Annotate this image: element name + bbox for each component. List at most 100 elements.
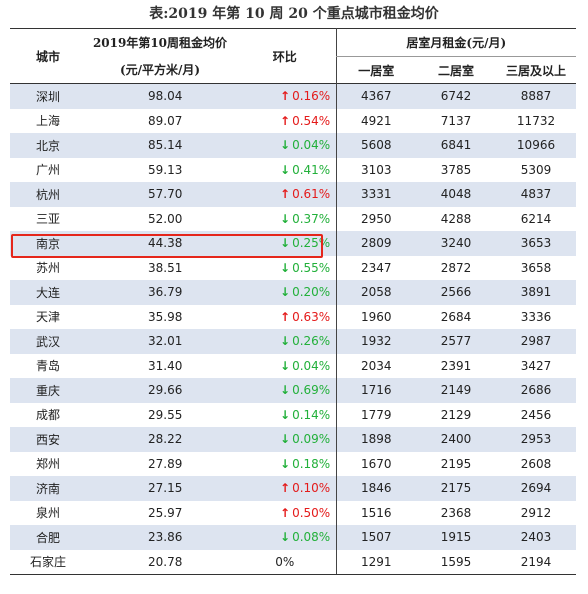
city-cell: 武汉 (10, 329, 86, 354)
rent-1-cell: 1779 (335, 402, 416, 427)
rent-2-cell: 6742 (416, 83, 496, 109)
rent-3-cell: 3891 (496, 280, 577, 305)
rent-3-cell: 2194 (496, 549, 577, 575)
change-cell: ↓ 0.20% (234, 280, 336, 305)
rent-1-cell: 4367 (335, 83, 416, 109)
price-cell: 25.97 (86, 500, 234, 525)
rent-3-cell: 11732 (496, 108, 577, 133)
city-cell: 广州 (10, 157, 86, 182)
table-row: 北京 85.14 ↓ 0.04% 5608 6841 10966 (10, 133, 577, 158)
rent-2-cell: 3240 (416, 231, 496, 256)
rent-1-cell: 5608 (335, 133, 416, 158)
table-row: 苏州 38.51 ↓ 0.55% 2347 2872 3658 (10, 255, 577, 280)
rent-1-cell: 1898 (335, 427, 416, 452)
rent-2-cell: 2368 (416, 500, 496, 525)
change-value: 0.25% (292, 236, 331, 251)
rent-2-cell: 2129 (416, 402, 496, 427)
rent-1-cell: 1291 (335, 549, 416, 575)
price-cell: 32.01 (86, 329, 234, 354)
header-city: 城市 (35, 49, 60, 64)
price-cell: 85.14 (86, 133, 234, 158)
change-value: 0.41% (292, 162, 331, 177)
city-cell: 深圳 (10, 83, 86, 109)
change-value: 0.26% (292, 334, 331, 349)
table-row: 武汉 32.01 ↓ 0.26% 1932 2577 2987 (10, 329, 577, 354)
rent-2-cell: 1595 (416, 549, 496, 575)
change-cell: ↑ 0.54% (234, 108, 336, 133)
rent-1-cell: 2950 (335, 206, 416, 231)
rent-2-cell: 2149 (416, 378, 496, 403)
rent-3-cell: 2912 (496, 500, 577, 525)
rent-1-cell: 3103 (335, 157, 416, 182)
table-row: 重庆 29.66 ↓ 0.69% 1716 2149 2686 (10, 378, 577, 403)
city-cell: 成都 (10, 402, 86, 427)
table-row: 三亚 52.00 ↓ 0.37% 2950 4288 6214 (10, 206, 577, 231)
change-cell: ↓ 0.26% (234, 329, 336, 354)
price-cell: 31.40 (86, 353, 234, 378)
change-value: 0.04% (292, 358, 331, 373)
arrow-down-icon: ↓ (280, 236, 291, 251)
change-cell: ↑ 0.10% (234, 476, 336, 501)
header-rent-1: 一居室 (335, 56, 416, 84)
rent-3-cell: 8887 (496, 83, 577, 109)
header-rent-3: 三居及以上 (506, 63, 567, 78)
change-value: 0.20% (292, 285, 331, 300)
price-cell: 23.86 (86, 525, 234, 550)
rent-1-cell: 3331 (335, 182, 416, 207)
rent-3-cell: 2953 (496, 427, 577, 452)
city-cell: 泉州 (10, 500, 86, 525)
table-row: 石家庄 20.78 0% 1291 1595 2194 (10, 549, 577, 575)
rent-2-cell: 1915 (416, 525, 496, 550)
change-cell: ↓ 0.04% (234, 133, 336, 158)
arrow-up-icon: ↑ (280, 113, 291, 128)
header-price-line1: 2019年第10周租金均价 (92, 36, 228, 51)
rent-3-cell: 2694 (496, 476, 577, 501)
change-value: 0.14% (292, 407, 331, 422)
rent-3-cell: 3336 (496, 304, 577, 329)
arrow-down-icon: ↓ (280, 211, 291, 226)
change-cell: 0% (234, 549, 336, 575)
table-row: 上海 89.07 ↑ 0.54% 4921 7137 11732 (10, 108, 577, 133)
rent-1-cell: 2809 (335, 231, 416, 256)
rent-3-cell: 2456 (496, 402, 577, 427)
arrow-down-icon: ↓ (280, 358, 291, 373)
arrow-down-icon: ↓ (280, 285, 291, 300)
rent-3-cell: 3427 (496, 353, 577, 378)
rent-3-cell: 2987 (496, 329, 577, 354)
rent-2-cell: 4288 (416, 206, 496, 231)
arrow-down-icon: ↓ (280, 432, 291, 447)
table-row: 天津 35.98 ↑ 0.63% 1960 2684 3336 (10, 304, 577, 329)
change-cell: ↓ 0.14% (234, 402, 336, 427)
change-cell: ↑ 0.63% (234, 304, 336, 329)
arrow-up-icon: ↑ (280, 187, 291, 202)
arrow-down-icon: ↓ (280, 138, 291, 153)
rent-3-cell: 3653 (496, 231, 577, 256)
price-cell: 57.70 (86, 182, 234, 207)
city-cell: 杭州 (10, 182, 86, 207)
price-cell: 98.04 (86, 83, 234, 109)
table-row: 南京 44.38 ↓ 0.25% 2809 3240 3653 (10, 231, 577, 256)
change-cell: ↓ 0.08% (234, 525, 336, 550)
rent-2-cell: 2175 (416, 476, 496, 501)
city-cell: 三亚 (10, 206, 86, 231)
rent-3-cell: 2608 (496, 451, 577, 476)
price-cell: 20.78 (86, 549, 234, 575)
city-cell: 大连 (10, 280, 86, 305)
change-value: 0.63% (292, 309, 331, 324)
arrow-down-icon: ↓ (280, 456, 291, 471)
price-cell: 89.07 (86, 108, 234, 133)
rent-1-cell: 1670 (335, 451, 416, 476)
change-cell: ↓ 0.37% (234, 206, 336, 231)
rent-1-cell: 4921 (335, 108, 416, 133)
change-cell: ↓ 0.25% (234, 231, 336, 256)
arrow-up-icon: ↑ (280, 89, 291, 104)
table-header: 城市 2019年第10周租金均价 环比 居室月租金(元/月) (元/平方米/月)… (10, 28, 577, 84)
rent-3-cell: 4837 (496, 182, 577, 207)
city-cell: 上海 (10, 108, 86, 133)
rent-3-cell: 6214 (496, 206, 577, 231)
arrow-down-icon: ↓ (280, 407, 291, 422)
rent-2-cell: 2684 (416, 304, 496, 329)
change-value: 0.04% (292, 138, 331, 153)
city-cell: 苏州 (10, 255, 86, 280)
rent-1-cell: 1507 (335, 525, 416, 550)
